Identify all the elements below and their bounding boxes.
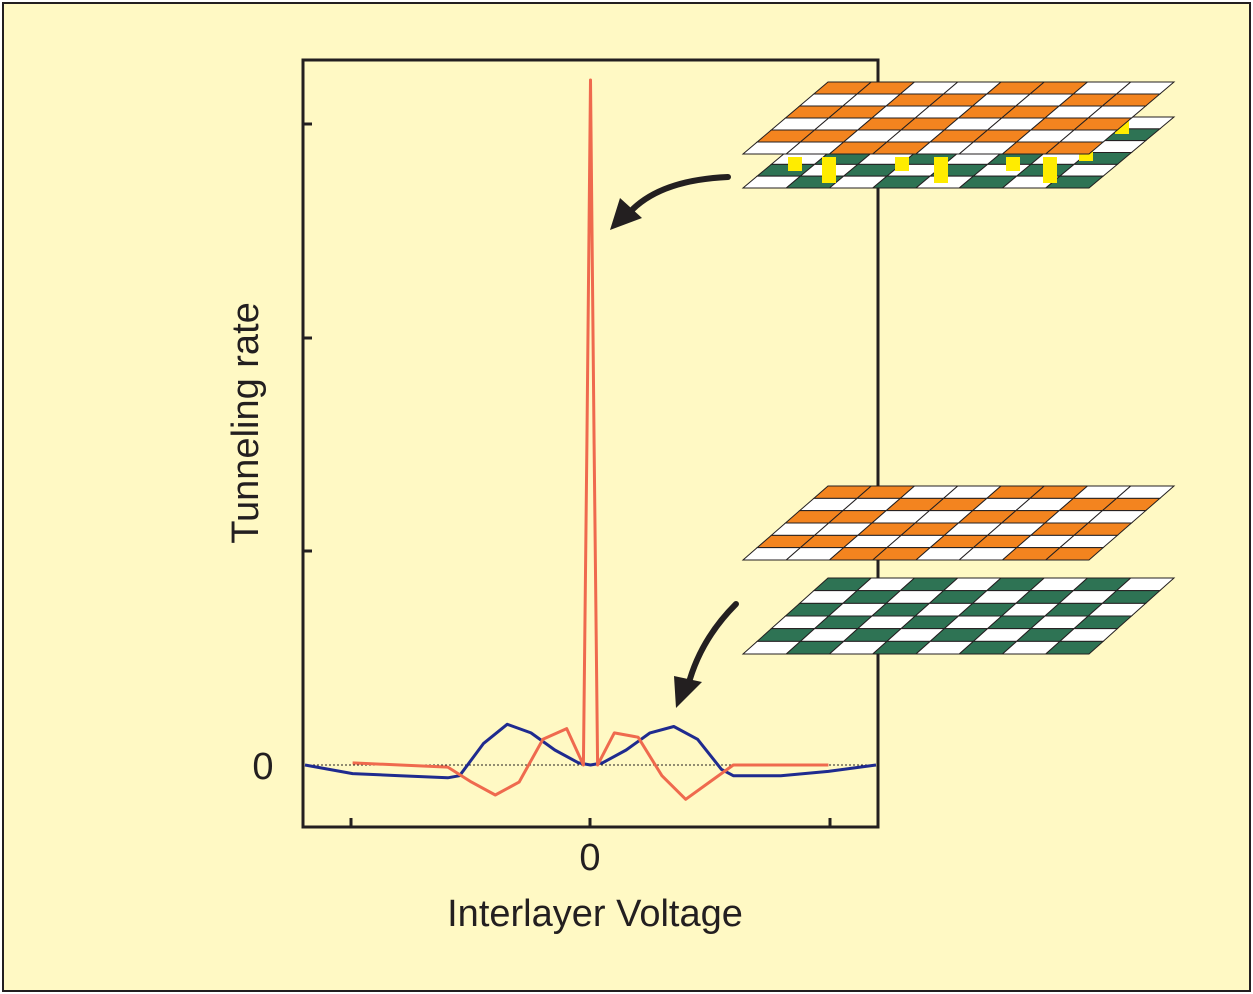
lattice-cell bbox=[1044, 175, 1105, 189]
interlayer-pillar bbox=[934, 157, 948, 183]
x-axis-ticks bbox=[349, 818, 832, 827]
separated-bilayer-lattice-icon bbox=[741, 485, 1176, 655]
arrow-to-peak-icon bbox=[610, 174, 731, 230]
series-line-1 bbox=[304, 722, 877, 780]
arrow-to-oscillation-icon bbox=[674, 601, 739, 708]
series-layer bbox=[304, 78, 877, 801]
y-tick-label-zero: 0 bbox=[252, 746, 273, 788]
lattice-cell bbox=[1044, 640, 1105, 655]
lattice-cell bbox=[1044, 547, 1105, 561]
interlayer-pillar bbox=[1043, 157, 1057, 183]
coupled-bilayer-lattice-icon bbox=[741, 81, 1176, 189]
interlayer-pillar bbox=[895, 157, 909, 171]
lattice-cell bbox=[1044, 141, 1105, 155]
interlayer-pillar bbox=[788, 157, 802, 171]
interlayer-pillar bbox=[822, 157, 836, 183]
x-axis-label: Interlayer Voltage bbox=[447, 893, 743, 935]
x-tick-label-zero: 0 bbox=[579, 837, 600, 879]
interlayer-pillar bbox=[1006, 157, 1020, 171]
series-line-2 bbox=[352, 78, 829, 801]
y-axis-ticks bbox=[303, 122, 312, 553]
y-axis-label: Tunneling rate bbox=[225, 302, 267, 544]
